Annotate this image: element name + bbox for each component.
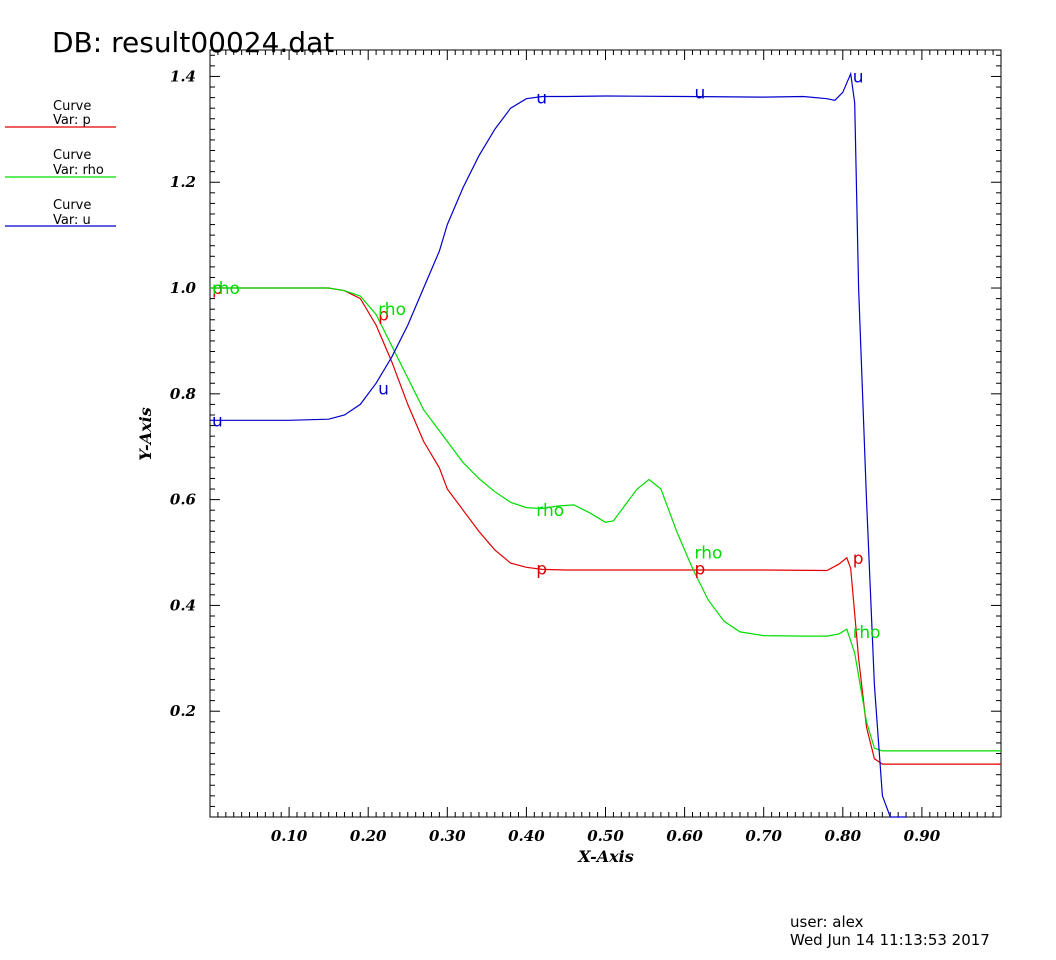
legend-entry-p: Curve Var: p xyxy=(5,99,116,128)
legend-var-label: Var: u xyxy=(53,213,91,228)
x-axis-tick-labels: 0.10 0.20 0.30 0.40 0.50 0.60 0.70 0.80 0.90 xyxy=(271,827,941,845)
legend-curve-title: Curve xyxy=(53,148,91,163)
y-tick-label: 1.2 xyxy=(170,173,196,191)
x-tick-label: 0.70 xyxy=(745,827,782,845)
x-axis-ticks xyxy=(217,50,994,817)
footer-user: user: alex xyxy=(790,913,864,931)
x-tick-label: 0.10 xyxy=(271,827,308,845)
series-label-u: u xyxy=(378,380,389,400)
footer-date: Wed Jun 14 11:13:53 2017 xyxy=(790,931,990,949)
series-label-u: u xyxy=(853,67,864,87)
series-label-u: u xyxy=(695,83,706,103)
series-label-p: p xyxy=(695,559,706,579)
series-label-p: p xyxy=(536,559,547,579)
x-tick-label: 0.50 xyxy=(587,827,624,845)
series-line-rho xyxy=(210,287,1001,752)
y-tick-label: 1.0 xyxy=(170,279,197,297)
series-label-rho: rho xyxy=(853,623,881,643)
series-label-p: p xyxy=(212,279,223,299)
series-group xyxy=(210,71,1001,818)
legend-curve-title: Curve xyxy=(53,198,91,213)
series-label-p: p xyxy=(853,549,864,569)
x-axis-label: X-Axis xyxy=(577,847,634,866)
y-tick-label: 1.4 xyxy=(170,67,196,85)
legend-entry-u: Curve Var: u xyxy=(5,198,116,228)
y-tick-label: 0.6 xyxy=(170,491,197,509)
chart-title: DB: result00024.dat xyxy=(52,26,334,59)
series-line-p xyxy=(210,287,1001,765)
y-axis-label: Y-Axis xyxy=(136,407,155,461)
series-label-u: u xyxy=(212,411,223,431)
x-tick-label: 0.60 xyxy=(666,827,703,845)
y-tick-label: 0.2 xyxy=(170,702,196,720)
series-line-u xyxy=(210,71,907,818)
series-label-rho: rho xyxy=(695,544,723,564)
x-tick-label: 0.90 xyxy=(904,827,941,845)
legend-var-label: Var: rho xyxy=(53,163,104,178)
legend: Curve Var: p Curve Var: rho Curve Var: u xyxy=(5,99,116,228)
x-tick-label: 0.40 xyxy=(508,827,545,845)
series-label-rho: rho xyxy=(536,501,564,521)
x-tick-label: 0.20 xyxy=(350,827,387,845)
legend-var-label: Var: p xyxy=(53,113,91,128)
series-label-rho: rho xyxy=(378,300,406,320)
y-tick-label: 0.8 xyxy=(170,385,197,403)
y-axis-ticks xyxy=(210,54,1001,807)
legend-curve-title: Curve xyxy=(53,99,91,114)
legend-entry-rho: Curve Var: rho xyxy=(5,148,116,178)
x-tick-label: 0.80 xyxy=(825,827,862,845)
y-axis-tick-labels: 0.2 0.4 0.6 0.8 1.0 1.2 1.4 xyxy=(170,67,197,720)
series-label-rho: rho xyxy=(212,279,240,299)
y-tick-label: 0.4 xyxy=(170,596,196,614)
series-label-u: u xyxy=(536,89,547,109)
series-label-p: p xyxy=(378,305,389,325)
plot-frame xyxy=(209,49,1002,818)
x-tick-label: 0.30 xyxy=(429,827,466,845)
